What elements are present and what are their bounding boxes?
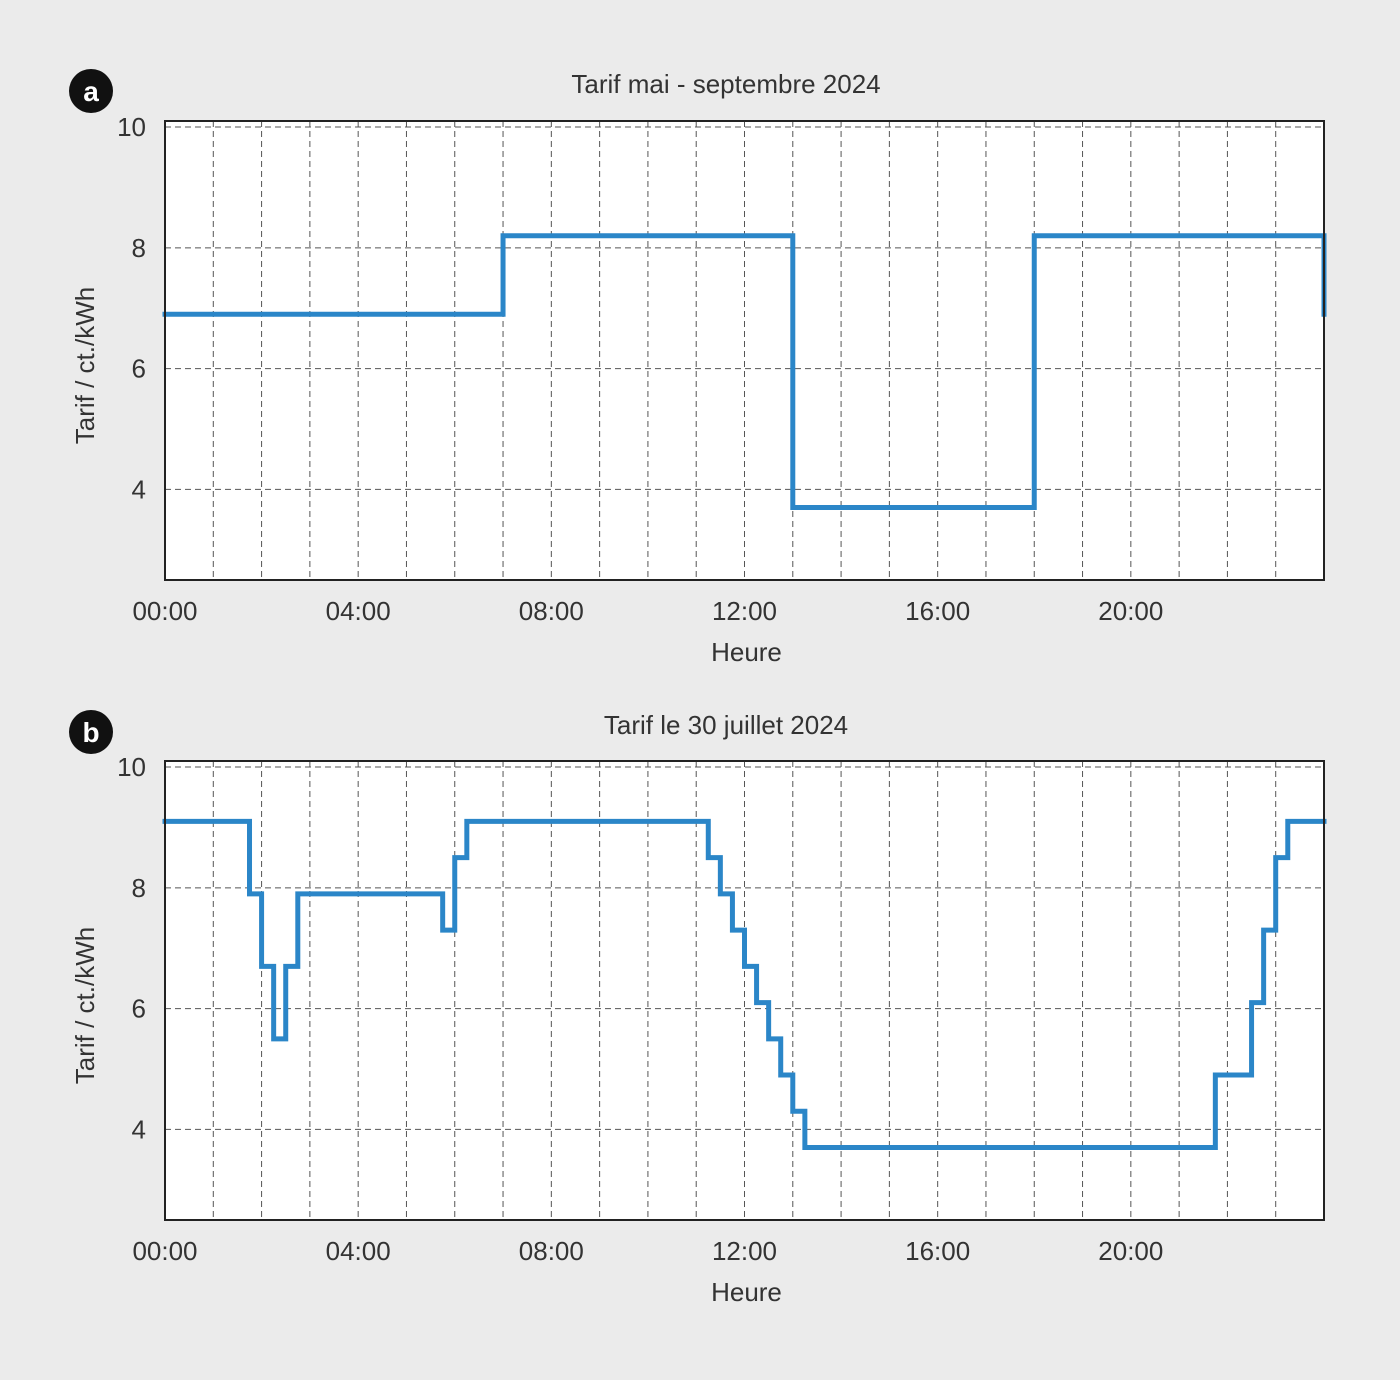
- y-tick-label: 4: [132, 1114, 146, 1144]
- y-axis-label: Tarif / ct./kWh: [70, 927, 100, 1084]
- y-tick-label: 6: [132, 994, 146, 1024]
- x-tick-label: 12:00: [712, 1236, 777, 1266]
- y-tick-label: 8: [132, 873, 146, 903]
- panel-badge-label: b: [82, 717, 99, 748]
- chart-panel-b: 00:00 04:00 08:00 12:00 16:00 20:00 4 6 8 10 Heure…: [69, 710, 1327, 1307]
- series-line: [162, 818, 1327, 1151]
- series-line: [162, 233, 1327, 511]
- chart-panel-a: 00:00 04:00 08:00 12:00 16:00 20:00 4 6 8 10 Heure…: [69, 69, 1327, 667]
- panel-badge-label: a: [83, 76, 99, 107]
- x-tick-label: 08:00: [519, 1236, 584, 1266]
- x-tick-label: 00:00: [132, 596, 197, 626]
- panel-badge: [69, 710, 113, 754]
- x-tick-label: 04:00: [326, 596, 391, 626]
- x-tick-label: 04:00: [326, 1236, 391, 1266]
- x-tick-label: 16:00: [905, 1236, 970, 1266]
- x-tick-label: 08:00: [519, 596, 584, 626]
- panel-title: Tarif mai - septembre 2024: [571, 69, 880, 99]
- y-tick-label: 8: [132, 233, 146, 263]
- y-tick-label: 4: [132, 474, 146, 504]
- x-tick-label: 16:00: [905, 596, 970, 626]
- x-tick-label: 20:00: [1098, 1236, 1163, 1266]
- x-tick-label: 12:00: [712, 596, 777, 626]
- x-tick-label: 20:00: [1098, 596, 1163, 626]
- plot-frame: [164, 760, 1325, 1221]
- x-axis-label: Heure: [711, 1277, 782, 1307]
- y-tick-label: 10: [117, 752, 146, 782]
- plot-frame: [164, 120, 1325, 581]
- panel-title: Tarif le 30 juillet 2024: [604, 710, 848, 740]
- panel-badge: [69, 69, 113, 113]
- x-tick-label: 00:00: [132, 1236, 197, 1266]
- x-axis-label: Heure: [711, 637, 782, 667]
- y-tick-label: 6: [132, 354, 146, 384]
- y-axis-label: Tarif / ct./kWh: [70, 287, 100, 444]
- y-tick-label: 10: [117, 112, 146, 142]
